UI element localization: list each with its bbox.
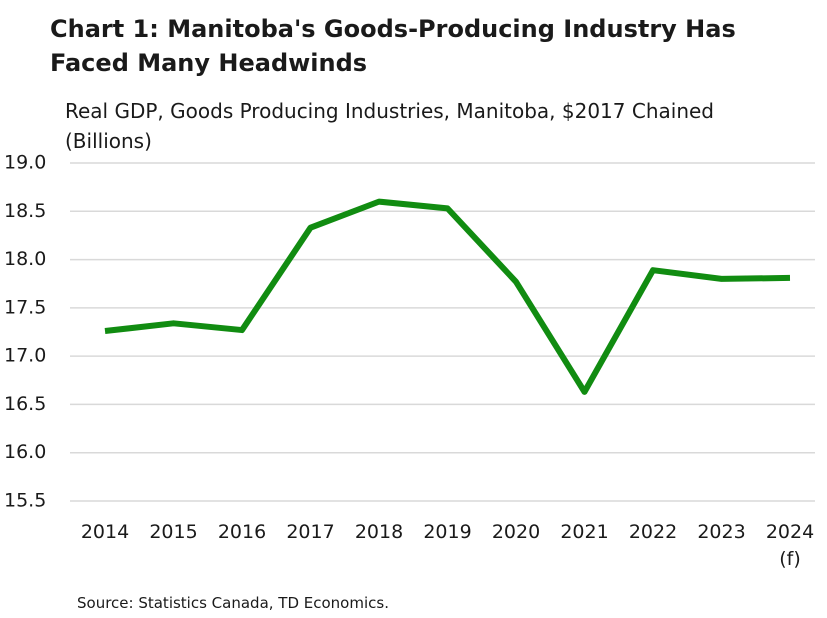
y-tick-label: 16.0 [4, 441, 46, 463]
chart-subtitle: Real GDP, Goods Producing Industries, Ma… [65, 99, 714, 153]
data-line [104, 198, 791, 395]
x-tick-label: 2020 [491, 521, 541, 543]
y-tick-label: 18.0 [4, 248, 46, 270]
source-note: Source: Statistics Canada, TD Economics. [77, 594, 389, 612]
chart-title: Chart 1: Manitoba's Goods-Producing Indu… [50, 15, 736, 77]
x-tick-label: 2014 [80, 521, 130, 543]
x-tick-label: 2024 (f) [765, 521, 815, 570]
x-tick-label: 2017 [286, 521, 335, 543]
x-tick-label: 2018 [354, 521, 404, 543]
y-tick-label: 17.5 [4, 296, 46, 318]
y-tick-label: 17.0 [4, 345, 46, 367]
x-tick-label: 2022 [628, 521, 678, 543]
y-tick-label: 18.5 [4, 200, 46, 222]
x-tick-label: 2016 [217, 521, 267, 543]
x-tick-label: 2023 [697, 521, 746, 543]
x-tick-label: 2019 [423, 521, 472, 543]
y-tick-label: 15.5 [4, 490, 46, 512]
x-tick-label: 2021 [560, 521, 609, 543]
y-tick-label: 19.0 [4, 152, 46, 174]
x-tick-label: 2015 [149, 521, 198, 543]
y-tick-label: 16.5 [4, 393, 46, 415]
